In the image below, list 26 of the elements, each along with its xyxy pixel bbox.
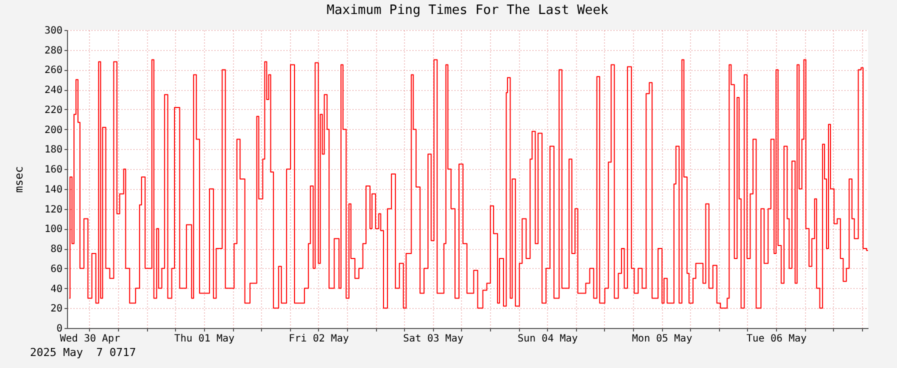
y-tick-label: 140: [44, 184, 62, 196]
y-tick-label: 100: [44, 224, 62, 236]
y-tick-label: 60: [50, 264, 62, 275]
y-tick-label: 160: [44, 164, 62, 176]
y-tick-label: 40: [50, 284, 62, 295]
y-tick-label: 220: [44, 104, 62, 116]
y-tick-label: 280: [44, 45, 62, 56]
x-tick-label: Sat 03 May: [403, 334, 464, 344]
y-tick-label: 180: [44, 144, 62, 156]
y-tick-label: 300: [44, 26, 62, 36]
y-tick-label: 80: [50, 244, 62, 256]
x-tick-label: Wed 30 Apr: [60, 334, 120, 344]
x-tick-label: Thu 01 May: [174, 334, 235, 344]
chart-title: Maximum Ping Times For The Last Week: [326, 3, 609, 18]
y-tick-label: 200: [44, 124, 62, 136]
y-axis-title: msec: [12, 166, 26, 193]
y-tick-label: 120: [44, 204, 62, 216]
x-tick-label: Fri 02 May: [288, 334, 349, 344]
y-tick-label: 240: [44, 85, 62, 96]
y-tick-label: 260: [44, 65, 62, 76]
text: 2025 May 7 0717: [30, 346, 136, 359]
y-tick-label: 20: [50, 304, 62, 315]
x-tick-label: Mon 05 May: [632, 334, 692, 344]
x-tick-label: Tue 06 May: [746, 334, 807, 344]
y-tick-label: 0: [56, 324, 62, 334]
x-tick-label: Sun 04 May: [518, 334, 578, 344]
